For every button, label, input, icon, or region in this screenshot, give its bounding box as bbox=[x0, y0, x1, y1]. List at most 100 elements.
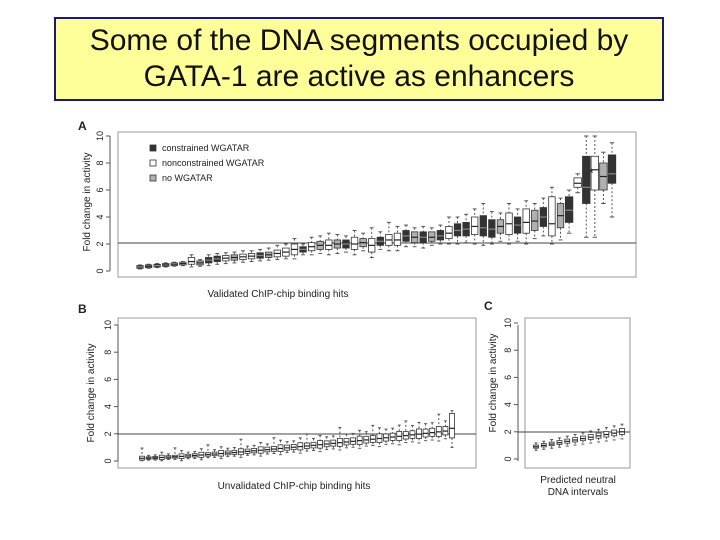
box-plot bbox=[139, 447, 145, 462]
box-plot bbox=[611, 425, 618, 441]
panel-a-frame bbox=[117, 131, 637, 278]
box-plot bbox=[205, 254, 213, 267]
panel-b-y-ticks: 0 2 4 6 8 10 bbox=[103, 320, 118, 464]
box-plot bbox=[185, 451, 192, 460]
box-plot bbox=[453, 216, 462, 245]
box-plot bbox=[389, 427, 396, 445]
box-plot bbox=[435, 413, 442, 442]
y-tick-label: 10 bbox=[103, 320, 113, 330]
panel-b-frame bbox=[117, 317, 477, 469]
box-plot bbox=[303, 433, 310, 452]
legend-entry: constrained WGATAR bbox=[162, 143, 250, 153]
box-body bbox=[445, 226, 453, 239]
y-tick-label: 0 bbox=[503, 456, 513, 461]
panel-a-significance-star: * bbox=[589, 166, 594, 180]
box-plot bbox=[393, 225, 402, 252]
box-plot bbox=[153, 263, 161, 269]
box-body bbox=[187, 257, 196, 265]
y-tick-label: 6 bbox=[503, 375, 513, 380]
box-plot bbox=[496, 212, 505, 242]
box-plot bbox=[265, 247, 273, 261]
panel-c-boxes bbox=[533, 423, 625, 451]
panel-c-y-ticks: 0 2 4 6 8 10 bbox=[503, 318, 518, 462]
slide-title-line-1: Some of the DNA segments occupied by bbox=[89, 24, 629, 57]
box-plot bbox=[376, 231, 384, 250]
panel-a-boxes bbox=[136, 135, 617, 270]
box-plot bbox=[239, 250, 247, 263]
box-plot bbox=[170, 261, 178, 267]
box-plot bbox=[368, 227, 376, 258]
box-body bbox=[436, 230, 445, 241]
box-plot bbox=[539, 197, 547, 237]
box-plot bbox=[402, 420, 409, 444]
box-body bbox=[453, 223, 462, 237]
box-body bbox=[590, 155, 599, 191]
box-plot bbox=[590, 135, 599, 238]
box-body bbox=[479, 215, 487, 237]
box-plot bbox=[196, 259, 204, 267]
box-plot bbox=[595, 428, 602, 443]
box-plot bbox=[513, 208, 522, 242]
box-plot bbox=[442, 420, 449, 440]
box-plot bbox=[419, 225, 427, 249]
y-tick-label: 2 bbox=[95, 241, 105, 246]
y-tick-label: 10 bbox=[95, 131, 105, 141]
box-plot bbox=[540, 440, 547, 450]
box-body bbox=[350, 236, 359, 250]
panel-a: A 0 2 4 6 8 10 Fold change in activity constr… bbox=[78, 119, 637, 300]
box-plot bbox=[436, 224, 445, 245]
box-plot bbox=[191, 451, 198, 459]
box-body bbox=[325, 239, 333, 250]
box-plot bbox=[376, 427, 383, 448]
box-plot bbox=[330, 435, 337, 450]
box-plot bbox=[462, 213, 470, 244]
box-body bbox=[573, 177, 582, 188]
box-plot bbox=[284, 441, 291, 454]
box-plot bbox=[211, 449, 218, 458]
panel-a-y-label: Fold change in activity bbox=[82, 153, 93, 252]
box-plot bbox=[343, 433, 350, 449]
y-tick-label: 8 bbox=[95, 160, 105, 165]
box-plot bbox=[564, 435, 571, 447]
legend-swatch bbox=[149, 144, 157, 152]
box-body bbox=[393, 232, 402, 246]
box-plot bbox=[548, 439, 555, 449]
box-body bbox=[488, 219, 496, 238]
box-plot bbox=[162, 262, 170, 268]
panel-a-legend: constrained WGATAR nonconstrained WGATAR n… bbox=[149, 143, 265, 183]
box-body bbox=[548, 196, 556, 237]
y-tick-label: 8 bbox=[103, 350, 113, 355]
box-body bbox=[564, 196, 574, 223]
box-plot bbox=[165, 453, 172, 461]
box-plot bbox=[564, 189, 574, 234]
y-tick-label: 8 bbox=[503, 348, 513, 353]
box-plot bbox=[385, 221, 393, 252]
box-plot bbox=[350, 230, 359, 256]
panel-a-x-label: Validated ChIP-chip binding hits bbox=[207, 289, 348, 300]
box-plot bbox=[238, 438, 244, 458]
slide-title-box: Some of the DNA segments occupied by GAT… bbox=[54, 17, 664, 101]
box-plot bbox=[363, 431, 370, 447]
y-tick-label: 0 bbox=[103, 458, 113, 463]
box-plot bbox=[359, 232, 367, 252]
box-plot bbox=[290, 238, 299, 260]
panel-c-frame bbox=[524, 317, 631, 469]
slide-title-line-2: GATA-1 are active as enhancers bbox=[143, 60, 575, 93]
box-plot bbox=[244, 445, 251, 456]
box-plot bbox=[178, 450, 185, 462]
legend-entry: nonconstrained WGATAR bbox=[162, 158, 265, 168]
box-plot bbox=[479, 203, 487, 246]
box-plot bbox=[247, 250, 256, 263]
box-plot bbox=[198, 448, 205, 461]
box-plot bbox=[587, 430, 594, 444]
box-plot bbox=[522, 200, 530, 245]
panel-c-letter: C bbox=[484, 299, 493, 313]
box-plot bbox=[356, 429, 363, 449]
box-plot bbox=[273, 244, 281, 261]
y-tick-label: 4 bbox=[503, 402, 513, 407]
y-tick-label: 4 bbox=[95, 214, 105, 219]
box-plot bbox=[271, 437, 277, 455]
box-plot bbox=[224, 447, 231, 458]
box-plot bbox=[299, 243, 307, 256]
box-plot bbox=[144, 263, 153, 269]
